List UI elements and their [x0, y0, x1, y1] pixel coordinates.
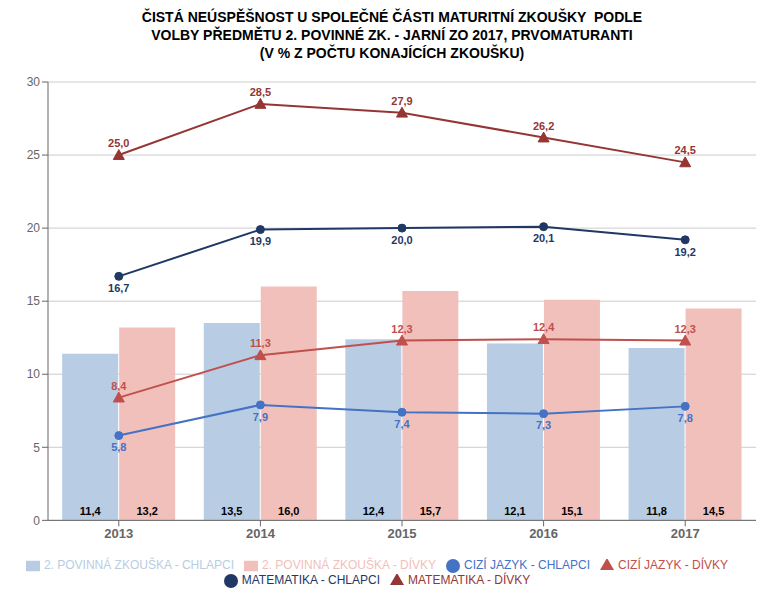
svg-text:16,7: 16,7 [108, 282, 129, 294]
svg-text:16,0: 16,0 [278, 505, 299, 517]
svg-text:28,5: 28,5 [250, 86, 271, 98]
svg-text:13,5: 13,5 [221, 505, 242, 517]
svg-text:11,4: 11,4 [80, 505, 102, 517]
svg-text:12,3: 12,3 [674, 323, 695, 335]
svg-text:2014: 2014 [246, 526, 276, 541]
svg-text:30: 30 [27, 75, 41, 89]
svg-text:20: 20 [27, 221, 41, 235]
svg-text:19,9: 19,9 [250, 235, 271, 247]
svg-text:7,3: 7,3 [536, 419, 551, 431]
svg-text:8,4: 8,4 [111, 380, 127, 392]
html-text:MATEMATIKA - DÍVKY: MATEMATIKA - DÍVKY [408, 573, 531, 588]
svg-text:20,1: 20,1 [533, 232, 554, 244]
svg-text:12,3: 12,3 [391, 323, 412, 335]
svg-text:15,7: 15,7 [420, 505, 441, 517]
html-text:CIZÍ JAZYK - CHLAPCI: CIZÍ JAZYK - CHLAPCI [464, 558, 591, 573]
svg-text:12,4: 12,4 [533, 321, 555, 333]
svg-text:15,1: 15,1 [561, 505, 582, 517]
svg-text:26,2: 26,2 [533, 120, 554, 132]
svg-text:14,5: 14,5 [703, 505, 724, 517]
svg-text:7,4: 7,4 [394, 418, 410, 430]
svg-text:24,5: 24,5 [674, 144, 695, 156]
svg-text:2016: 2016 [529, 526, 558, 541]
html-text:MATEMATIKA - CHLAPCI: MATEMATIKA - CHLAPCI [241, 573, 380, 588]
svg-text:0: 0 [33, 514, 40, 528]
svg-text:2013: 2013 [104, 526, 133, 541]
html-text:2. POVINNÁ ZKOUŠKA - DÍVKY: 2. POVINNÁ ZKOUŠKA - DÍVKY [262, 558, 436, 573]
svg-text:15: 15 [27, 294, 41, 308]
svg-text:5,8: 5,8 [111, 441, 126, 453]
svg-text:7,8: 7,8 [678, 412, 693, 424]
svg-text:12,1: 12,1 [504, 505, 525, 517]
html-text:2. POVINNÁ ZKOUŠKA - CHLAPCI: 2. POVINNÁ ZKOUŠKA - CHLAPCI [43, 558, 234, 573]
svg-text:25: 25 [27, 148, 41, 162]
svg-text:11,8: 11,8 [646, 505, 667, 517]
svg-text:19,2: 19,2 [674, 246, 695, 258]
svg-text:7,9: 7,9 [253, 411, 268, 423]
svg-text:27,9: 27,9 [391, 95, 412, 107]
svg-text:5: 5 [33, 441, 40, 455]
svg-text:12,4: 12,4 [363, 505, 385, 517]
svg-text:13,2: 13,2 [136, 505, 157, 517]
svg-text:10: 10 [27, 367, 41, 381]
svg-text:11,3: 11,3 [250, 337, 271, 349]
svg-text:2017: 2017 [671, 526, 700, 541]
html-text:ČISTÁ NEÚSPĚŠNOST U SPOLEČNÉ Č: ČISTÁ NEÚSPĚŠNOST U SPOLEČNÉ ČÁSTI MATUR… [141, 9, 643, 61]
html-text:CIZÍ JAZYK - DÍVKY: CIZÍ JAZYK - DÍVKY [618, 558, 729, 573]
svg-text:20,0: 20,0 [391, 234, 412, 246]
svg-text:25,0: 25,0 [108, 137, 129, 149]
svg-text:2015: 2015 [388, 526, 417, 541]
